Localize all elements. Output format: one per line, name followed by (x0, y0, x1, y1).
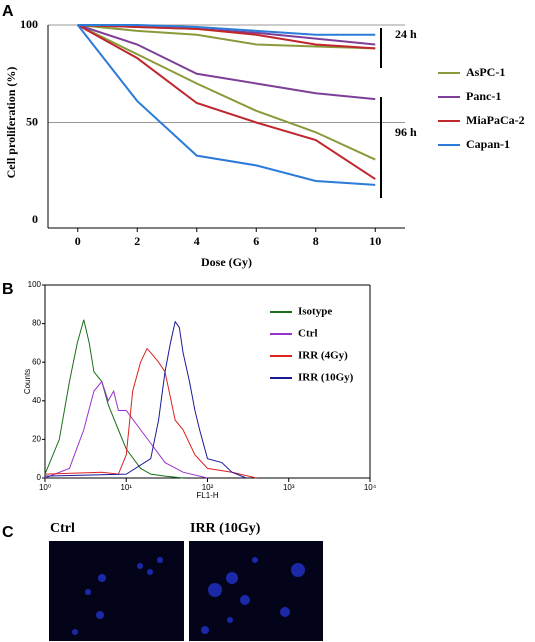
legend-label: AsPC-1 (466, 65, 505, 79)
series-line (77, 24, 376, 50)
legend-label: Ctrl (298, 328, 318, 340)
annotation: 24 h (395, 27, 417, 41)
legend-label: IRR (4Gy) (298, 350, 348, 362)
x-axis-label: Dose (Gy) (201, 255, 252, 269)
legend-label: MiaPaCa-2 (466, 113, 525, 127)
x-tick-label: 10⁴ (364, 483, 377, 492)
x-tick-label: 0 (75, 234, 81, 248)
panel-c: C Ctrl IRR (10Gy) (2, 521, 323, 641)
panel-letter: C (2, 524, 14, 541)
panel-a: A 0 50 100 0 2 4 6 8 10 Dose (Gy) Cell proliferatio… (2, 3, 525, 269)
y-axis-label: Counts (23, 369, 32, 394)
series-line (44, 320, 247, 479)
series-line (77, 24, 376, 50)
panel-b: B 0 20 40 60 80 100 10⁰ 10¹ 10² 10³ 10⁴ FL1-H Counts I… (2, 280, 377, 500)
series-line (44, 347, 257, 479)
x-tick-label: 10 (369, 234, 381, 248)
image-label: IRR (10Gy) (190, 521, 261, 536)
x-tick-label: 4 (194, 234, 200, 248)
y-tick-label: 50 (26, 114, 38, 128)
series-line (77, 24, 376, 36)
y-tick-label: 80 (32, 319, 41, 328)
legend-label: IRR (10Gy) (298, 372, 354, 384)
y-tick-label: 20 (32, 435, 41, 444)
x-tick-label: 8 (313, 234, 319, 248)
x-tick-label: 2 (134, 234, 140, 248)
legend-label: Panc-1 (466, 89, 501, 103)
x-tick-label: 10³ (283, 483, 295, 492)
legend-label: Capan-1 (466, 137, 510, 151)
image-label: Ctrl (50, 521, 75, 536)
panel-letter: A (2, 3, 14, 20)
y-tick-label: 100 (28, 280, 42, 289)
x-tick-label: 10⁰ (39, 483, 51, 492)
annotation: 96 h (395, 125, 417, 139)
y-axis-label: Cell proliferation (%) (4, 67, 18, 179)
series-line (44, 319, 184, 479)
x-tick-label: 10¹ (120, 483, 132, 492)
series-line (77, 24, 376, 180)
x-tick-label: 6 (253, 234, 259, 248)
y-tick-label: 0 (32, 212, 38, 226)
cells (72, 557, 305, 635)
x-tick-label: 10² (202, 483, 214, 492)
series-line (77, 24, 376, 161)
y-tick-label: 60 (32, 357, 41, 366)
micrograph (49, 541, 184, 641)
series-line (44, 380, 208, 479)
x-axis-label: FL1-H (196, 491, 218, 500)
y-tick-label: 100 (20, 17, 38, 31)
y-tick-label: 40 (32, 396, 41, 405)
series-line (76, 24, 376, 186)
panel-letter: B (2, 281, 14, 298)
y-tick-label: 0 (37, 473, 42, 482)
series-line (77, 24, 376, 101)
legend-label: Isotype (298, 306, 332, 318)
